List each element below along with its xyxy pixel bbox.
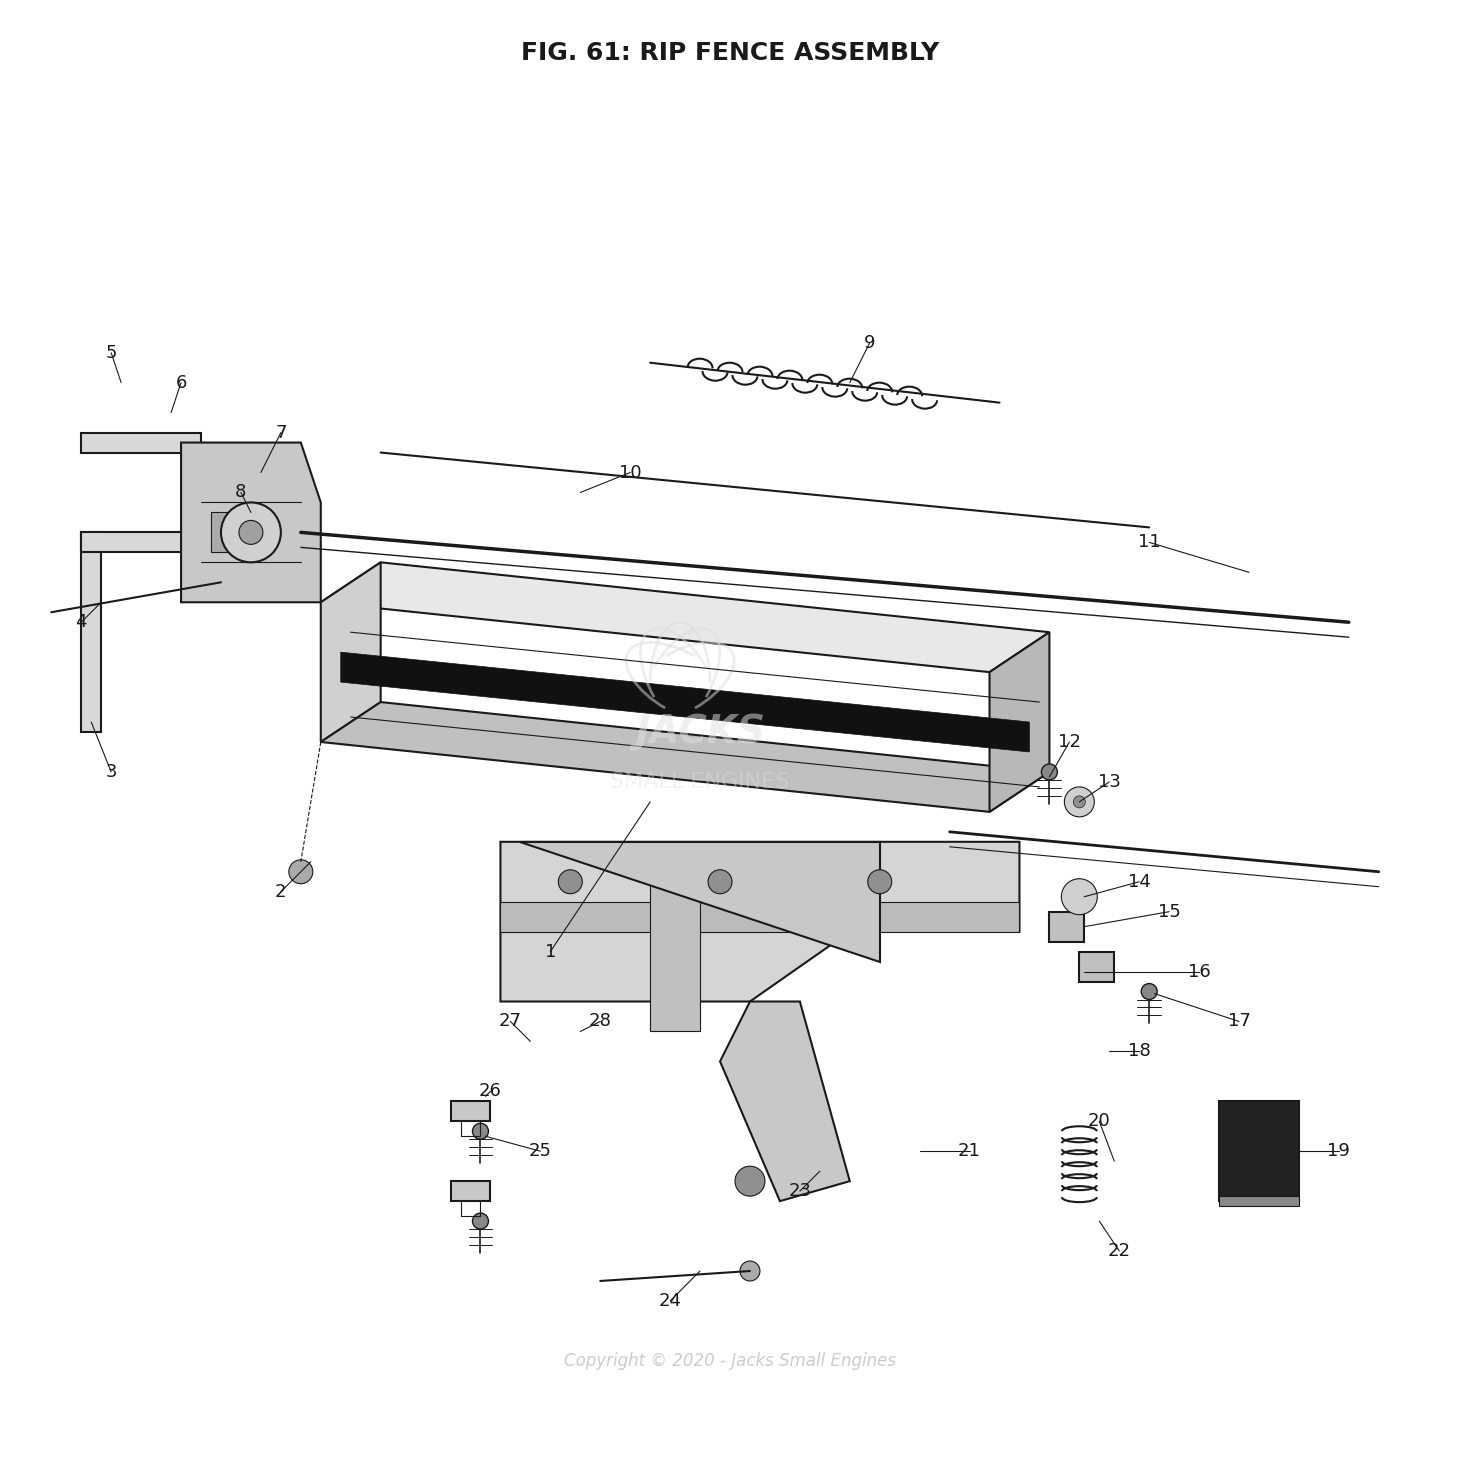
Text: 8: 8 — [235, 483, 247, 501]
Polygon shape — [720, 1002, 849, 1200]
Text: 6: 6 — [175, 373, 187, 391]
Text: 18: 18 — [1128, 1042, 1150, 1061]
Text: JACKS: JACKS — [635, 713, 765, 751]
Circle shape — [868, 870, 892, 894]
Text: 24: 24 — [658, 1292, 682, 1310]
Polygon shape — [81, 532, 101, 732]
Circle shape — [734, 1166, 765, 1196]
Text: 21: 21 — [958, 1143, 981, 1160]
Polygon shape — [320, 702, 1049, 812]
Text: 9: 9 — [864, 333, 876, 351]
Polygon shape — [181, 443, 320, 602]
Text: 4: 4 — [75, 614, 87, 631]
Circle shape — [1062, 879, 1097, 914]
Circle shape — [239, 520, 263, 544]
Text: 26: 26 — [479, 1082, 502, 1100]
Circle shape — [473, 1214, 489, 1229]
Circle shape — [289, 860, 313, 883]
Text: 5: 5 — [106, 344, 118, 362]
Circle shape — [740, 1261, 759, 1280]
Text: 28: 28 — [589, 1012, 611, 1030]
Text: 16: 16 — [1188, 963, 1210, 981]
Circle shape — [708, 870, 732, 894]
Text: 22: 22 — [1108, 1242, 1131, 1260]
Circle shape — [1074, 796, 1086, 808]
Text: 25: 25 — [529, 1143, 552, 1160]
Text: 17: 17 — [1228, 1012, 1250, 1030]
Polygon shape — [81, 433, 201, 452]
Polygon shape — [320, 562, 1049, 673]
Text: 14: 14 — [1128, 873, 1150, 891]
Polygon shape — [1080, 951, 1115, 981]
Text: 23: 23 — [789, 1183, 811, 1200]
Bar — [212, 513, 270, 553]
Circle shape — [220, 502, 281, 562]
Polygon shape — [1219, 1101, 1299, 1200]
Polygon shape — [451, 1181, 491, 1200]
Text: FIG. 61: RIP FENCE ASSEMBLY: FIG. 61: RIP FENCE ASSEMBLY — [521, 41, 939, 65]
Circle shape — [1141, 984, 1158, 999]
Text: SMALL ENGINES: SMALL ENGINES — [611, 772, 790, 791]
Text: 3: 3 — [106, 763, 118, 781]
Text: 10: 10 — [618, 464, 642, 482]
Polygon shape — [501, 901, 1019, 932]
Text: 19: 19 — [1328, 1143, 1350, 1160]
Bar — [1219, 1196, 1299, 1206]
Text: 2: 2 — [275, 883, 286, 901]
Polygon shape — [990, 633, 1049, 812]
Text: 7: 7 — [275, 424, 286, 442]
Polygon shape — [651, 842, 701, 1031]
Circle shape — [558, 870, 582, 894]
Text: 11: 11 — [1138, 534, 1161, 551]
Polygon shape — [320, 562, 380, 742]
Text: 13: 13 — [1097, 774, 1121, 791]
Text: 12: 12 — [1058, 734, 1081, 751]
Circle shape — [1065, 787, 1094, 817]
Polygon shape — [1049, 911, 1084, 941]
Text: 27: 27 — [499, 1012, 521, 1030]
Polygon shape — [501, 842, 1019, 1002]
Circle shape — [1042, 763, 1058, 780]
Polygon shape — [81, 532, 220, 553]
Polygon shape — [341, 652, 1030, 751]
Text: Copyright © 2020 - Jacks Small Engines: Copyright © 2020 - Jacks Small Engines — [564, 1352, 896, 1369]
Polygon shape — [451, 1101, 491, 1122]
Text: 1: 1 — [545, 943, 557, 960]
Text: 15: 15 — [1158, 903, 1181, 920]
Text: 20: 20 — [1089, 1113, 1111, 1131]
Circle shape — [473, 1123, 489, 1140]
Polygon shape — [520, 842, 880, 962]
